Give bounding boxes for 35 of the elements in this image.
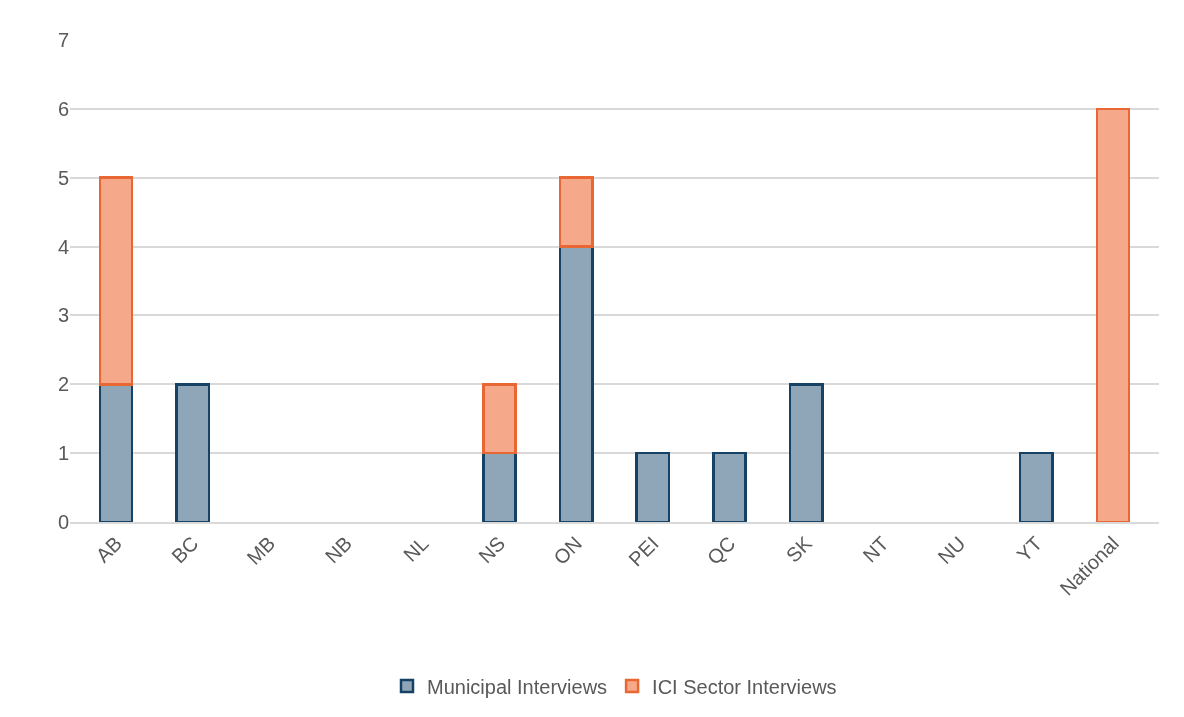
legend-label: ICI Sector Interviews [652, 675, 837, 698]
x-tick-label: YT [1012, 532, 1047, 566]
bar [558, 245, 594, 522]
x-tick-label: SK [781, 531, 817, 567]
x-tick-label: PEI [624, 532, 663, 571]
bar [1095, 107, 1131, 522]
y-tick-label: 1 [57, 442, 69, 465]
x-tick-label: QC [702, 532, 740, 569]
legend-label: Municipal Interviews [427, 675, 608, 698]
y-tick-label: 3 [57, 304, 69, 327]
x-tick-label: NS [474, 532, 510, 568]
x-tick-label: MB [242, 532, 280, 569]
x-tick-label: NL [399, 532, 433, 566]
x-tick-label: NU [933, 532, 970, 569]
bar [788, 383, 824, 522]
bar [1018, 451, 1054, 522]
bar [98, 176, 134, 386]
x-tick-label: ON [549, 532, 587, 569]
x-tick-label: NT [858, 532, 893, 567]
x-tick-label: AB [91, 532, 126, 567]
y-tick-label: 4 [57, 235, 69, 258]
y-tick-label: 0 [57, 511, 69, 533]
bar [175, 383, 211, 522]
x-tick-label: BC [167, 532, 203, 568]
bar [635, 451, 671, 522]
x-tick-label: NB [320, 532, 356, 568]
y-tick-label: 7 [57, 29, 69, 51]
y-tick-label: 6 [57, 97, 69, 120]
bar [482, 451, 517, 522]
bar [558, 176, 594, 248]
y-tick-label: 2 [57, 373, 69, 396]
bar [712, 451, 747, 522]
bar [98, 383, 134, 522]
y-tick-label: 5 [57, 166, 69, 189]
bar [482, 383, 517, 455]
